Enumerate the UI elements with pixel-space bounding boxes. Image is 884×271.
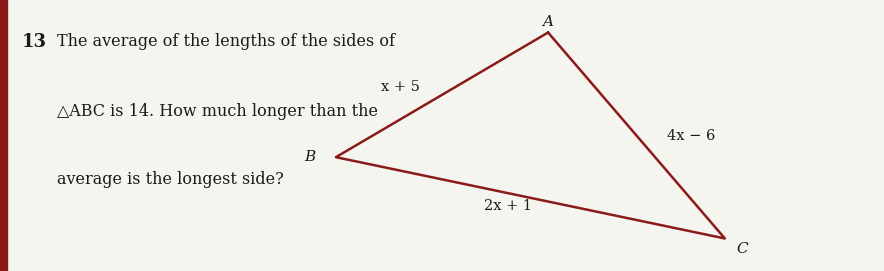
Text: x + 5: x + 5: [381, 80, 420, 94]
Text: 2x + 1: 2x + 1: [484, 199, 532, 213]
Text: B: B: [304, 150, 315, 164]
Text: △ABC is 14. How much longer than the: △ABC is 14. How much longer than the: [57, 103, 378, 120]
Text: C: C: [736, 242, 749, 256]
Text: average is the longest side?: average is the longest side?: [57, 171, 285, 188]
Bar: [0, 0, 7, 271]
Text: The average of the lengths of the sides of: The average of the lengths of the sides …: [57, 33, 395, 50]
Text: A: A: [543, 15, 553, 29]
Text: 13: 13: [22, 33, 47, 50]
Text: 4x − 6: 4x − 6: [667, 128, 716, 143]
